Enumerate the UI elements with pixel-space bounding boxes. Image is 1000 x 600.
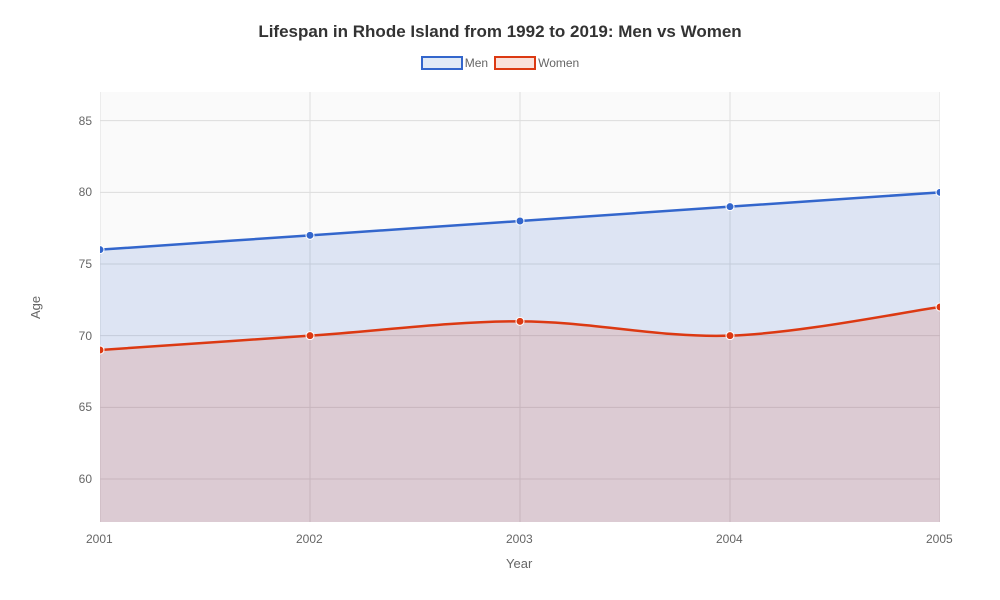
x-tick-label: 2001 [86,532,113,546]
legend-swatch-men [421,56,463,70]
x-tick-label: 2004 [716,532,743,546]
y-tick-label: 65 [79,400,92,414]
legend-item-women[interactable]: Women [494,56,579,70]
y-tick-label: 80 [79,185,92,199]
x-tick-label: 2005 [926,532,953,546]
lifespan-chart: Lifespan in Rhode Island from 1992 to 20… [0,0,1000,600]
chart-legend: Men Women [0,56,1000,70]
y-tick-label: 70 [79,329,92,343]
y-tick-label: 85 [79,114,92,128]
y-axis-label: Age [28,296,43,319]
plot-area [100,92,940,522]
legend-swatch-women [494,56,536,70]
plot-svg [100,92,940,522]
x-tick-label: 2003 [506,532,533,546]
legend-label-women: Women [538,56,579,70]
chart-title: Lifespan in Rhode Island from 1992 to 20… [0,22,1000,42]
y-tick-label: 60 [79,472,92,486]
legend-item-men[interactable]: Men [421,56,488,70]
y-tick-label: 75 [79,257,92,271]
legend-label-men: Men [465,56,488,70]
x-tick-label: 2002 [296,532,323,546]
x-axis-label: Year [506,556,532,571]
